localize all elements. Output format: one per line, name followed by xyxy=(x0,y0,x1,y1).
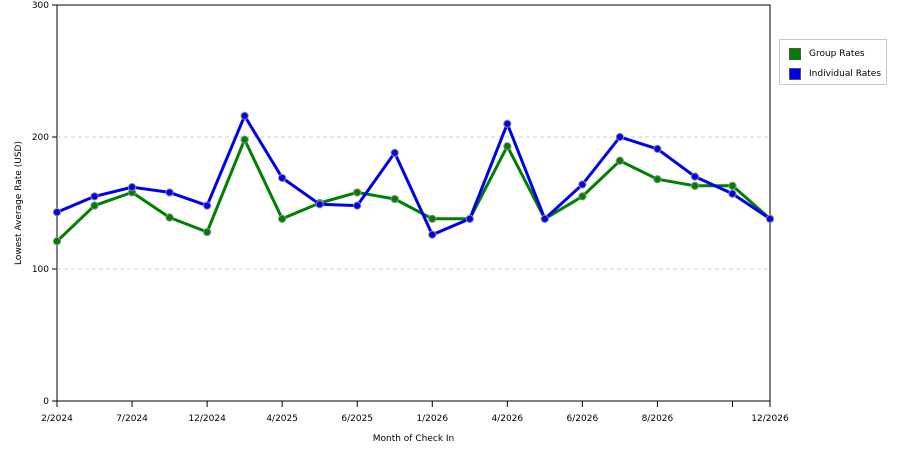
data-point xyxy=(428,230,437,239)
data-point xyxy=(240,111,249,120)
data-point xyxy=(503,119,512,128)
data-point xyxy=(690,181,700,190)
data-point xyxy=(90,192,99,201)
x-tick-label: 4/2025 xyxy=(266,414,298,424)
legend-label-group-rates: Group Rates xyxy=(809,49,865,59)
y-tick-label: 100 xyxy=(32,265,49,275)
series-line-individual-rates xyxy=(55,114,772,237)
data-point xyxy=(653,175,662,184)
data-point xyxy=(52,208,62,217)
x-tick-label: 1/2026 xyxy=(416,414,448,424)
data-point xyxy=(578,192,587,201)
data-point xyxy=(315,200,324,209)
data-point xyxy=(428,214,437,223)
series-line-group-rates xyxy=(55,138,772,243)
data-point xyxy=(278,214,287,223)
legend: Group Rates Individual Rates xyxy=(779,39,887,85)
x-tick-label: 4/2026 xyxy=(491,414,523,424)
data-point xyxy=(90,201,99,210)
x-axis-title: Month of Check In xyxy=(373,434,455,444)
data-point xyxy=(240,135,249,144)
y-tick-label: 200 xyxy=(32,133,49,143)
legend-swatch-individual-rates xyxy=(789,68,801,80)
x-tick-label: 2/2024 xyxy=(41,414,73,424)
data-point xyxy=(728,189,737,198)
data-point xyxy=(165,188,174,197)
legend-swatch-group-rates xyxy=(789,48,801,60)
legend-item-individual-rates: Individual Rates xyxy=(789,67,881,81)
data-point xyxy=(690,172,700,181)
data-point xyxy=(728,181,737,190)
data-point xyxy=(578,180,587,189)
series xyxy=(52,111,775,246)
y-tick-label: 0 xyxy=(43,397,49,407)
x-tick-label: 6/2026 xyxy=(567,414,599,424)
data-point xyxy=(203,227,212,237)
data-point xyxy=(353,201,362,210)
data-point xyxy=(540,214,549,223)
data-point xyxy=(165,213,174,222)
data-point xyxy=(127,183,137,192)
data-point xyxy=(765,214,775,223)
data-point xyxy=(52,237,62,246)
data-point xyxy=(615,132,624,142)
x-tick-label: 7/2024 xyxy=(116,414,148,424)
series-points-individual-rates xyxy=(52,111,775,239)
data-point xyxy=(278,173,287,183)
data-point xyxy=(203,201,212,210)
data-point xyxy=(653,144,662,153)
data-point xyxy=(465,214,474,223)
data-point xyxy=(615,156,624,165)
data-point xyxy=(390,194,399,204)
plot-area xyxy=(56,4,771,402)
y-tick-label: 300 xyxy=(32,1,49,11)
data-point xyxy=(353,188,362,197)
data-point xyxy=(390,148,399,157)
axes: 0 100 200 300 2/2024 7/2024 12/2024 4/2025 6/202… xyxy=(32,1,789,424)
x-tick-label: 8/2026 xyxy=(642,414,674,424)
x-tick-label: 6/2025 xyxy=(341,414,373,424)
data-point xyxy=(503,142,512,151)
y-axis-title: Lowest Average Rate (USD) xyxy=(14,141,24,265)
legend-label-individual-rates: Individual Rates xyxy=(809,69,882,79)
x-tick-label: 12/2024 xyxy=(188,414,226,424)
legend-item-group-rates: Group Rates xyxy=(789,47,865,61)
x-tick-label: 12/2026 xyxy=(751,414,789,424)
